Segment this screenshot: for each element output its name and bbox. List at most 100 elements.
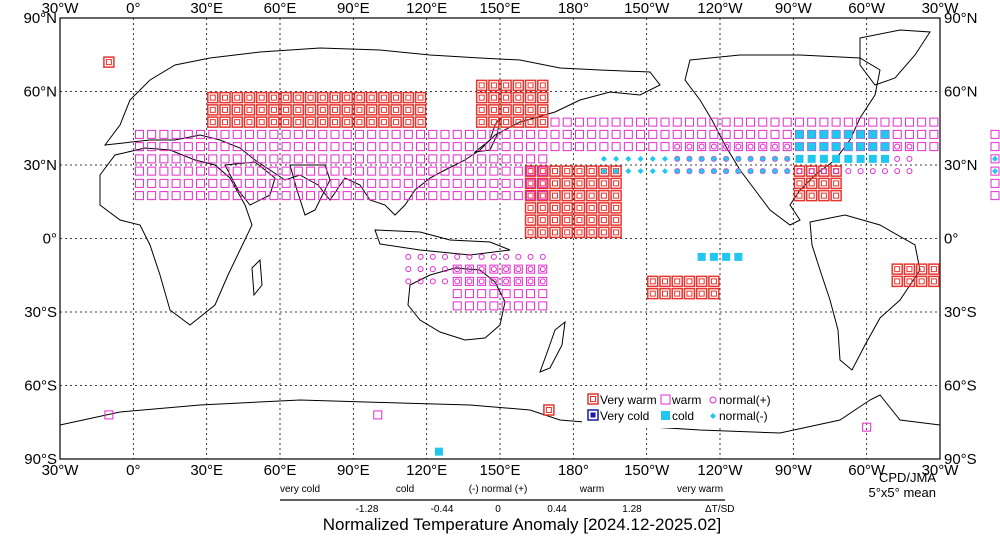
very-warm-marker bbox=[573, 214, 586, 226]
latitude-label: 30°S bbox=[24, 304, 57, 321]
warm-marker bbox=[526, 289, 536, 299]
very-warm-marker bbox=[610, 189, 622, 202]
very-warm-marker-inner bbox=[576, 217, 583, 224]
warm-marker bbox=[134, 129, 144, 139]
very-warm-marker-inner bbox=[552, 204, 558, 211]
warm-marker bbox=[281, 191, 291, 201]
warm-marker bbox=[220, 178, 230, 188]
very-warm-marker bbox=[585, 165, 598, 177]
normal-plus-marker bbox=[894, 143, 901, 150]
very-warm-marker bbox=[708, 287, 720, 300]
warm-marker bbox=[660, 142, 670, 152]
very-warm-marker bbox=[891, 275, 903, 288]
warm-marker bbox=[416, 166, 426, 176]
very-warm-marker-inner bbox=[527, 82, 534, 89]
normal-minus-marker bbox=[600, 168, 607, 175]
normal-plus-marker bbox=[882, 168, 888, 175]
very-warm-marker-inner bbox=[545, 407, 552, 413]
very-warm-marker-inner bbox=[576, 229, 583, 236]
normal-minus-marker bbox=[759, 155, 766, 162]
warm-marker bbox=[244, 191, 254, 201]
very-warm-marker bbox=[353, 116, 366, 128]
very-warm-marker bbox=[243, 104, 256, 116]
warm-marker bbox=[464, 264, 474, 274]
very-warm-marker bbox=[524, 91, 537, 104]
normal-plus-marker bbox=[527, 253, 534, 260]
warm-marker bbox=[709, 142, 719, 152]
very-warm-marker-inner bbox=[600, 229, 607, 236]
very-warm-marker bbox=[414, 91, 427, 104]
normal-minus-marker bbox=[613, 155, 620, 162]
normal-plus-marker bbox=[490, 278, 497, 285]
warm-marker bbox=[746, 117, 756, 127]
normal-plus-marker bbox=[503, 266, 510, 273]
warm-marker bbox=[489, 301, 499, 311]
latitude-label: 0° bbox=[43, 231, 57, 248]
very-warm-marker bbox=[524, 79, 537, 92]
warm-marker bbox=[636, 129, 646, 139]
longitude-label: 180° bbox=[558, 462, 589, 479]
warm-marker bbox=[611, 117, 621, 127]
warm-marker bbox=[721, 129, 731, 139]
very-warm-marker bbox=[537, 165, 549, 177]
very-warm-marker bbox=[573, 226, 586, 239]
very-warm-marker bbox=[255, 91, 268, 104]
very-warm-marker-inner bbox=[222, 106, 228, 113]
normal-minus-marker bbox=[613, 168, 620, 175]
very-warm-marker-inner bbox=[527, 94, 534, 101]
warm-marker bbox=[379, 129, 389, 139]
warm-marker bbox=[428, 166, 438, 176]
very-warm-marker-inner bbox=[552, 168, 558, 175]
warm-marker bbox=[147, 142, 157, 152]
warm-marker bbox=[244, 166, 254, 176]
warm-marker bbox=[403, 142, 413, 152]
very-warm-marker-inner bbox=[662, 290, 668, 297]
very-warm-marker-inner bbox=[564, 217, 571, 224]
normal-plus-marker bbox=[490, 266, 497, 273]
warm-marker bbox=[293, 129, 303, 139]
normal-plus-marker bbox=[478, 253, 485, 260]
longitude-labels-top: 30°W 0° 30°E 60°E 90°E 120°E 150°E 180° 150°W 120… bbox=[42, 0, 960, 17]
warm-marker bbox=[379, 166, 389, 176]
legend-cold-icon bbox=[661, 411, 670, 420]
very-warm-marker bbox=[818, 165, 830, 177]
warm-marker bbox=[220, 191, 230, 201]
warm-marker bbox=[134, 154, 144, 164]
warm-marker bbox=[929, 117, 939, 127]
longitude-label: 150°W bbox=[624, 0, 670, 17]
very-warm-marker bbox=[524, 202, 537, 214]
very-warm-marker bbox=[207, 116, 219, 128]
very-warm-marker-inner bbox=[356, 106, 363, 113]
warm-marker bbox=[306, 191, 316, 201]
warm-marker bbox=[428, 178, 438, 188]
very-warm-marker bbox=[683, 275, 696, 288]
very-warm-marker-inner bbox=[405, 119, 412, 126]
warm-marker bbox=[929, 142, 939, 152]
latitude-labels-right: 90°N 60°N 30°N 0° 30°S 60°S 90°S bbox=[944, 10, 978, 468]
normal-plus-marker bbox=[906, 168, 913, 175]
very-warm-marker-inner bbox=[515, 82, 522, 89]
very-warm-marker bbox=[671, 287, 683, 300]
warm-marker bbox=[183, 129, 193, 139]
longitude-label: 150°W bbox=[624, 462, 670, 479]
longitude-label: 0° bbox=[126, 0, 140, 17]
warm-marker bbox=[416, 178, 426, 188]
warm-marker bbox=[513, 154, 523, 164]
very-warm-marker-inner bbox=[552, 180, 558, 187]
warm-marker bbox=[232, 191, 242, 201]
warm-marker bbox=[501, 142, 511, 152]
warm-marker bbox=[917, 117, 927, 127]
normal-plus-marker bbox=[674, 143, 681, 150]
normal-plus-marker bbox=[527, 278, 534, 285]
normal-minus-marker bbox=[649, 168, 656, 175]
very-warm-marker-inner bbox=[332, 106, 338, 113]
very-warm-marker bbox=[365, 104, 378, 116]
very-warm-marker bbox=[292, 91, 305, 104]
longitude-label: 60°W bbox=[848, 0, 886, 17]
very-warm-marker bbox=[524, 214, 537, 226]
very-warm-marker-inner bbox=[539, 180, 546, 187]
warm-marker bbox=[342, 178, 352, 188]
warm-marker bbox=[354, 166, 364, 176]
very-warm-marker-inner bbox=[222, 94, 228, 101]
warm-marker bbox=[391, 166, 401, 176]
